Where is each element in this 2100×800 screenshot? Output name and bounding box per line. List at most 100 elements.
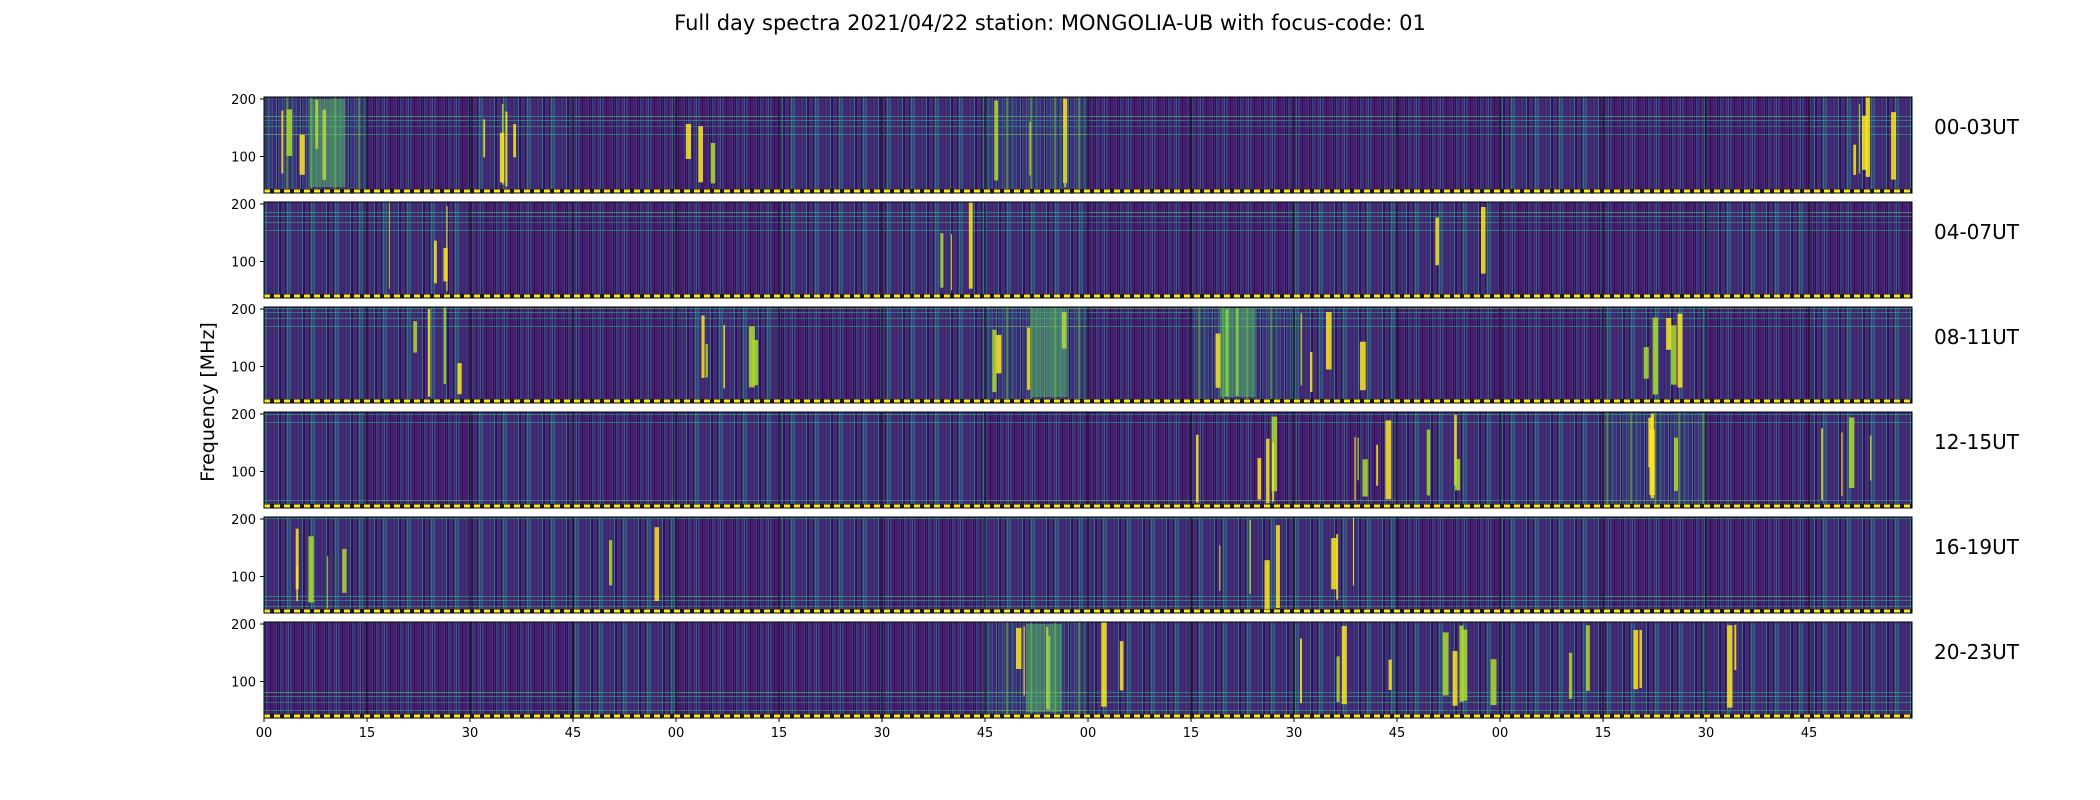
burst-streak: [1257, 458, 1262, 500]
spectrum-panel: [264, 202, 367, 298]
spectrum-panel: [1088, 412, 1191, 508]
burst-streak: [322, 109, 326, 180]
spectrum-panel: [1397, 307, 1500, 403]
spectrum-panel: [1294, 97, 1397, 193]
burst-streak: [342, 548, 347, 593]
spectrum-panel: [470, 517, 573, 613]
burst-streak: [1215, 333, 1221, 388]
burst-streak: [654, 527, 660, 601]
burst-streak: [1841, 432, 1843, 497]
spectrum-panel: [1500, 97, 1603, 193]
spectrum-panel: [1706, 202, 1809, 298]
burst-streak: [1357, 437, 1359, 481]
x-tick-label: 15: [771, 726, 788, 741]
burst-streak: [315, 100, 319, 149]
burst-streak: [701, 315, 705, 378]
row-time-label: 04-07UT: [1934, 220, 2020, 244]
burst-streak: [281, 110, 284, 174]
x-tick-label: 30: [1286, 726, 1303, 741]
y-tick-label: 100: [231, 151, 256, 166]
spectrum-panel: [1294, 307, 1397, 403]
spectra-row: 200 100 08-11UT: [231, 303, 2020, 404]
x-tick-label: 15: [1595, 726, 1612, 741]
burst-streak: [1047, 636, 1051, 710]
burst-streak: [1568, 652, 1573, 699]
spectrum-panel: [882, 517, 985, 613]
burst-streak: [1354, 437, 1356, 501]
burst-streak: [1225, 309, 1229, 397]
y-tick-label: 100: [231, 361, 256, 376]
spectrum-panel: [470, 412, 573, 508]
burst-streak: [752, 339, 758, 386]
spectrum-panel: [1706, 412, 1809, 508]
burst-band: [1031, 309, 1068, 397]
y-tick-label: 100: [231, 466, 256, 481]
spectrum-panel: [882, 622, 985, 718]
burst-streak: [685, 123, 691, 159]
burst-streak: [1331, 538, 1338, 590]
spectrum-panel: [367, 517, 470, 613]
spectrum-panel: [1500, 622, 1603, 718]
spectrum-panel: [1603, 97, 1706, 193]
spectrum-panel: [367, 622, 470, 718]
burst-streak: [1652, 317, 1659, 395]
row-time-label: 20-23UT: [1934, 640, 2020, 664]
spectrum-panel: [1088, 202, 1191, 298]
burst-streak: [1326, 312, 1332, 370]
burst-streak: [1249, 519, 1251, 594]
spectrum-panel: [676, 202, 779, 298]
spectrum-panel: [779, 97, 882, 193]
row-frame: [263, 201, 1913, 299]
burst-streak: [1388, 659, 1392, 690]
spectrum-panel: [1397, 517, 1500, 613]
spectrum-panel: [1088, 97, 1191, 193]
spectrum-panel: [1500, 412, 1603, 508]
burst-streak: [1310, 351, 1313, 392]
row-frame: [263, 96, 1913, 194]
spectrum-panel: [676, 412, 779, 508]
burst-streak: [483, 119, 486, 158]
spectrum-panel: [1809, 202, 1912, 298]
spectrum-panel: [676, 517, 779, 613]
y-tick-label: 200: [231, 303, 256, 318]
burst-streak: [1585, 625, 1590, 691]
row-frame: [263, 516, 1913, 614]
spectrum-panel: [1809, 97, 1912, 193]
spectrum-panel: [1191, 412, 1294, 508]
spectrum-panel: [882, 202, 985, 298]
row-frame: [263, 306, 1913, 404]
y-tick-label: 100: [231, 571, 256, 586]
spectrum-panel: [676, 622, 779, 718]
spectrum-panel: [1809, 307, 1912, 403]
burst-streak: [1029, 121, 1031, 176]
spectrum-panel: [367, 412, 470, 508]
y-tick-label: 200: [231, 618, 256, 633]
burst-streak: [1633, 630, 1639, 690]
x-tick-label: 30: [462, 726, 479, 741]
burst-streak: [1271, 416, 1278, 492]
spectrum-panel: [264, 517, 367, 613]
burst-streak: [1016, 627, 1022, 669]
spectrum-panel: [1088, 517, 1191, 613]
row-time-label: 08-11UT: [1934, 325, 2020, 349]
spectrum-panel: [1397, 412, 1500, 508]
burst-streak: [443, 247, 448, 282]
y-tick-label: 200: [231, 198, 256, 213]
burst-streak: [951, 234, 953, 291]
burst-streak: [968, 202, 973, 289]
burst-streak: [299, 134, 305, 175]
spectrum-panel: [985, 97, 1088, 193]
spectrum-panel: [1706, 517, 1809, 613]
burst-streak: [1481, 207, 1486, 274]
burst-streak: [1023, 626, 1025, 696]
spectrum-panel: [882, 307, 985, 403]
spectrum-panel: [779, 202, 882, 298]
spectrum-panel: [573, 202, 676, 298]
spectrum-panel: [367, 97, 470, 193]
row-frame: [263, 411, 1913, 509]
spectrum-panel: [779, 622, 882, 718]
burst-streak: [1300, 313, 1303, 386]
y-tick-label: 200: [231, 408, 256, 423]
spectrum-panel: [470, 307, 573, 403]
burst-streak: [710, 143, 716, 184]
